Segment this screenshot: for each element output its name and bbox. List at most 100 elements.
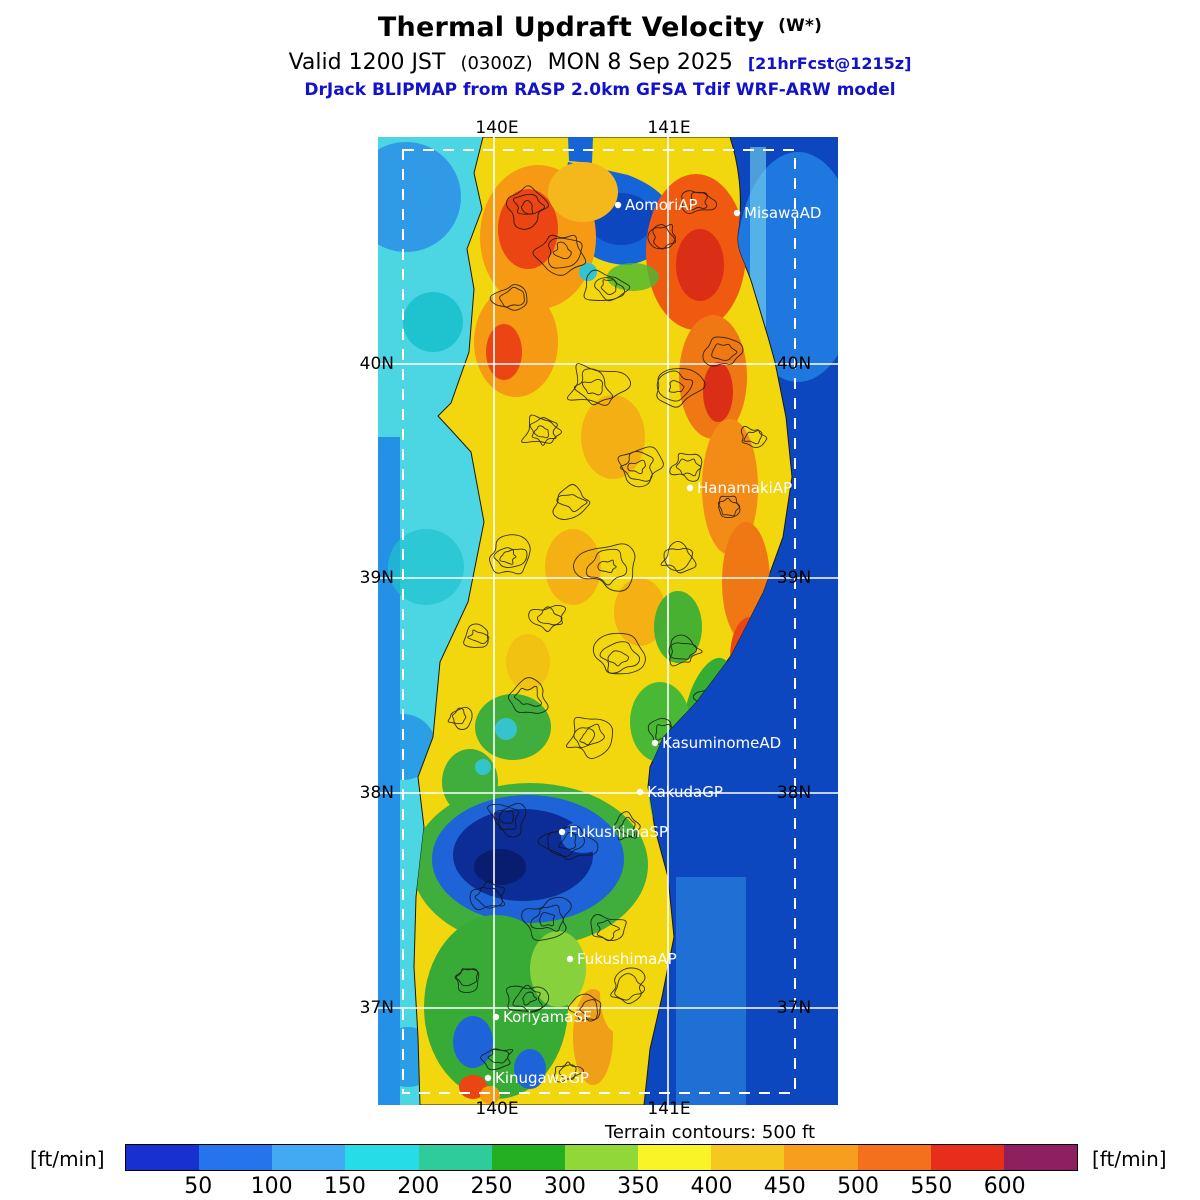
terrain-contour — [581, 378, 604, 396]
terrain-contour — [592, 632, 646, 675]
lon-label-bottom: 141E — [647, 1099, 691, 1119]
colorbar-segment — [784, 1145, 858, 1170]
terrain-contour — [558, 831, 577, 850]
page-title: Thermal Updraft Velocity — [377, 12, 765, 43]
terrain-contour — [452, 707, 467, 725]
station-marker[interactable] — [733, 209, 741, 217]
map: AomoriAP MisawaAD HanamakiAP KasuminomeAD Ka… — [351, 136, 860, 1106]
terrain-contour — [675, 458, 702, 477]
station-marker[interactable] — [614, 201, 622, 209]
colorbar-tick-label: 350 — [617, 1174, 660, 1199]
station-marker[interactable] — [636, 788, 644, 796]
terrain-contour — [469, 880, 506, 911]
ocean-shade — [736, 152, 860, 382]
terrain-contour — [596, 919, 620, 942]
station-label: AomoriAP — [625, 196, 698, 214]
colorbar-segment — [1003, 1145, 1078, 1170]
terrain-contour — [740, 425, 768, 448]
station-label: FukushimaAP — [577, 950, 677, 968]
terrain-contours — [447, 185, 768, 1083]
sea-shade — [351, 142, 461, 252]
terrain-contour — [455, 968, 479, 987]
station-marker[interactable] — [651, 739, 659, 747]
colorbar-segment — [564, 1145, 639, 1170]
lat-label-left: 38N — [359, 783, 394, 803]
colorbar-tick-label: 400 — [690, 1174, 733, 1199]
lat-label-right: 39N — [776, 568, 812, 588]
station-marker[interactable] — [566, 955, 574, 963]
colorbar-tick-label: 450 — [763, 1174, 806, 1199]
lat-label-left: 37N — [359, 998, 394, 1018]
colorbar-segment — [930, 1145, 1004, 1170]
terrain-contour — [617, 446, 664, 488]
colorbar-segment — [126, 1145, 200, 1170]
colorbar-tick-label: 550 — [910, 1174, 953, 1199]
colorbar-tick-label: 250 — [470, 1174, 513, 1199]
terrain-contour — [614, 973, 646, 1001]
valid-line: Valid 1200 JST (0300Z) MON 8 Sep 2025 [2… — [0, 50, 1200, 75]
terrain-contour — [529, 417, 558, 446]
terrain-contour — [573, 723, 605, 748]
terrain-contour — [480, 1048, 514, 1071]
terrain-contour — [463, 623, 489, 648]
forecast-map: AomoriAP MisawaAD HanamakiAP KasuminomeAD Ka… — [351, 136, 860, 1106]
valid-date: MON 8 Sep 2025 — [547, 50, 733, 75]
station-label: KasuminomeAD — [662, 734, 781, 752]
colorbar-segment — [272, 1145, 346, 1170]
lat-label-left: 40N — [359, 354, 394, 374]
sea-shade — [388, 529, 464, 605]
terrain-contour — [547, 826, 585, 857]
terrain-contour — [669, 634, 703, 667]
terrain-contour — [522, 991, 538, 1006]
terrain-contour — [663, 548, 693, 572]
station-label: KoriyamaSF — [503, 1008, 592, 1026]
colorbar-segment — [418, 1145, 492, 1170]
terrain-contour — [711, 343, 738, 361]
terrain-contour — [454, 968, 480, 994]
station-label: KakudaGP — [647, 783, 723, 801]
units-label-left: [ft/min] — [30, 1147, 105, 1171]
station-marker[interactable] — [484, 1074, 492, 1082]
colorbar-tick-label: 300 — [543, 1174, 586, 1199]
terrain-contour — [528, 605, 566, 632]
station-label: FukushimaSP — [569, 823, 668, 841]
terrain-contour — [613, 811, 641, 841]
terrain-contour — [590, 914, 627, 941]
terrain-contour — [583, 269, 631, 301]
lon-label-bottom: 140E — [475, 1099, 519, 1119]
terrain-contour — [493, 807, 520, 831]
terrain-contour — [552, 484, 591, 520]
station-marker[interactable] — [558, 828, 566, 836]
valid-time: Valid 1200 JST — [288, 50, 446, 75]
terrain-contour — [668, 642, 698, 660]
model-line: DrJack BLIPMAP from RASP 2.0km GFSA Tdif… — [304, 80, 896, 100]
terrain-contour — [507, 677, 549, 714]
terrain-contour — [474, 886, 503, 909]
terrain-contour — [530, 904, 564, 932]
terrain-contour — [702, 336, 744, 367]
terrain-contour — [656, 368, 706, 408]
terrain-contour — [514, 685, 542, 707]
terrain-contour — [652, 224, 676, 250]
station-marker[interactable] — [492, 1013, 500, 1021]
lon-label-top: 141E — [647, 118, 691, 138]
colorbar-tick-label: 150 — [323, 1174, 366, 1199]
colorbar-segment — [345, 1145, 419, 1170]
lat-label-right: 37N — [776, 998, 812, 1018]
terrain-contour — [743, 430, 763, 445]
terrain-contour — [668, 380, 685, 393]
lat-label-left: 39N — [359, 568, 394, 588]
station-marker[interactable] — [686, 484, 694, 492]
units-label-right: [ft/min] — [1092, 1147, 1167, 1171]
terrain-contour — [597, 559, 617, 573]
terrain-contour — [556, 494, 588, 513]
latlon-grid — [378, 137, 838, 1105]
header: Thermal Updraft Velocity (W*) Valid 1200… — [0, 12, 1200, 100]
terrain-contour — [506, 185, 549, 230]
colorbar-tick-label: 200 — [397, 1174, 440, 1199]
terrain-contour — [537, 825, 599, 860]
terrain-contour — [599, 641, 641, 674]
page-title-parameter: (W*) — [778, 16, 823, 36]
terrain-contour — [656, 370, 694, 402]
colorbar-segment — [491, 1145, 565, 1170]
